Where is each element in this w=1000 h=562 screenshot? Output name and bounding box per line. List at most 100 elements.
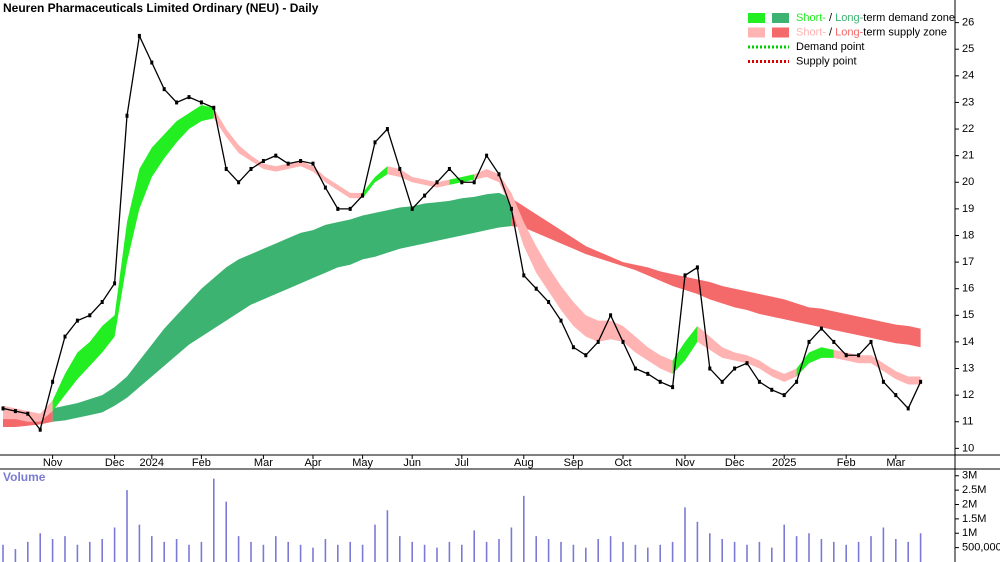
volume-bar xyxy=(349,541,351,562)
volume-bar xyxy=(634,544,637,562)
price-bar xyxy=(249,166,253,171)
volume-bar xyxy=(299,544,302,562)
zone-band xyxy=(362,166,388,199)
volume-bar xyxy=(225,501,227,562)
price-bar xyxy=(857,353,861,358)
volume-bar xyxy=(597,539,599,562)
volume-bar xyxy=(758,541,761,562)
y-tick-label: 23 xyxy=(962,96,974,108)
x-tick-label: Dec xyxy=(725,457,745,469)
price-bar xyxy=(113,281,117,286)
y-tick-label: 16 xyxy=(962,283,974,295)
x-tick-label: 2024 xyxy=(140,457,164,469)
zone-band xyxy=(672,325,698,374)
legend-text: Short- xyxy=(796,12,826,24)
volume-bar xyxy=(808,533,810,562)
price-bar xyxy=(609,313,613,318)
volume-bar xyxy=(138,524,141,562)
volume-bar xyxy=(200,541,203,562)
volume-bar xyxy=(485,541,488,562)
y-tick-label: 26 xyxy=(962,17,974,29)
chart-title: Neuren Pharmaceuticals Limited Ordinary … xyxy=(3,1,319,15)
y-tick-label: 14 xyxy=(962,336,974,348)
price-bar xyxy=(274,153,278,158)
price-bar xyxy=(13,409,17,414)
legend-swatch xyxy=(772,27,789,38)
zone-band xyxy=(449,174,475,185)
price-bar xyxy=(88,313,92,318)
y-tick-label: 1M xyxy=(962,527,977,539)
price-bar xyxy=(708,366,712,371)
price-bar xyxy=(348,206,352,211)
price-bar xyxy=(1,406,5,411)
price-bar xyxy=(596,339,600,344)
price-bar xyxy=(671,385,675,390)
volume-bar xyxy=(461,544,463,562)
price-bar xyxy=(38,427,42,432)
price-bar xyxy=(187,95,191,100)
price-bar xyxy=(385,127,389,132)
volume-bar xyxy=(51,539,54,562)
volume-bar xyxy=(436,547,438,562)
zone-band xyxy=(511,198,921,348)
volume-bar xyxy=(547,539,550,562)
volume-bar xyxy=(213,478,215,562)
price-bar xyxy=(906,406,910,411)
price-bar xyxy=(621,339,625,344)
price-bar xyxy=(547,300,551,305)
x-tick-label: Nov xyxy=(43,457,63,469)
legend-swatch xyxy=(748,13,765,23)
price-bar xyxy=(125,113,129,118)
volume-bar xyxy=(27,541,29,562)
y-tick-label: 18 xyxy=(962,229,974,241)
volume-bar xyxy=(101,539,103,562)
volume-bar xyxy=(684,507,686,562)
x-tick-label: Sep xyxy=(564,457,584,469)
price-bar xyxy=(447,166,451,171)
price-bar xyxy=(522,273,526,278)
volume-bar xyxy=(671,541,674,562)
y-tick-label: 500,000 xyxy=(962,542,1000,554)
y-tick-label: 12 xyxy=(962,389,974,401)
y-tick-label: 10 xyxy=(962,442,974,454)
price-bar xyxy=(175,100,179,105)
volume-bar xyxy=(882,527,885,562)
legend-text: term demand zone xyxy=(863,12,955,24)
price-bar xyxy=(63,334,67,339)
price-bar xyxy=(770,387,774,392)
volume-bar xyxy=(287,541,289,562)
zone-band xyxy=(52,105,214,412)
volume-bar xyxy=(498,539,500,562)
zone-band xyxy=(213,107,363,199)
x-tick-label: Nov xyxy=(675,457,695,469)
volume-bar xyxy=(833,541,835,562)
price-bar xyxy=(733,366,737,371)
price-bar xyxy=(472,180,476,185)
volume-bar xyxy=(510,527,513,562)
legend-text: Supply point xyxy=(796,55,857,67)
volume-bar xyxy=(14,549,17,562)
volume-bar xyxy=(895,539,897,562)
price-bar xyxy=(720,379,724,384)
volume-bar xyxy=(870,536,872,562)
volume-bar xyxy=(64,536,66,562)
legend-entry: Short- / Long-term demand zone xyxy=(796,12,955,24)
y-tick-label: 11 xyxy=(962,416,973,428)
legend-text: / xyxy=(826,26,835,38)
price-bar xyxy=(658,379,662,384)
volume-bar xyxy=(560,541,562,562)
price-bar xyxy=(795,379,799,384)
price-bar xyxy=(584,353,588,358)
x-tick-label: Feb xyxy=(837,457,856,469)
volume-bar xyxy=(746,544,748,562)
legend-text: / xyxy=(826,12,835,24)
volume-bar xyxy=(2,544,4,562)
volume-bar xyxy=(659,544,661,562)
price-bar xyxy=(485,153,489,158)
volume-bar xyxy=(733,541,736,562)
volume-bar xyxy=(175,539,178,562)
volume-bar xyxy=(113,527,116,562)
x-tick-label: Aug xyxy=(514,457,534,469)
volume-bar xyxy=(609,536,612,562)
zone-band xyxy=(796,347,834,377)
